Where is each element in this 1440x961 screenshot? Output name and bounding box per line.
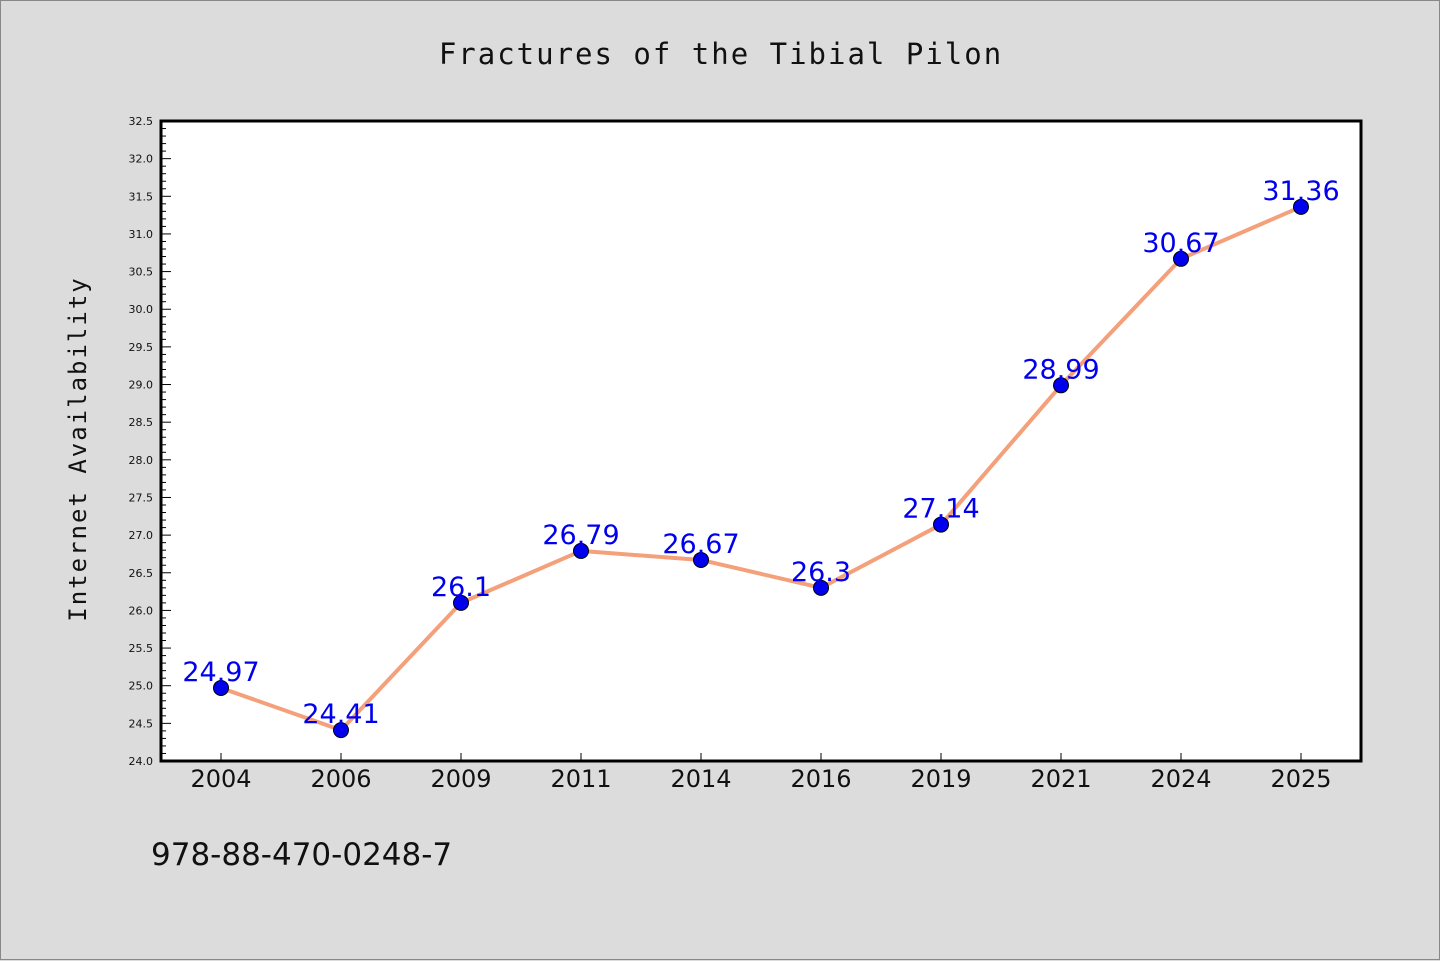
data-label: 26.67: [662, 529, 739, 560]
plot-area: [159, 119, 1363, 763]
x-tick-label: 2021: [1030, 765, 1091, 793]
y-tick-label: 24.0: [129, 755, 154, 768]
data-point: [1053, 377, 1069, 394]
y-tick-label: 30.5: [129, 266, 154, 279]
x-tick-label: 2016: [790, 765, 851, 793]
data-point: [1293, 198, 1309, 215]
y-axis: 24.0 24.5 25.0 25.5 26.0 26.5 27.0 27.5 28.0 28.5…: [129, 115, 171, 768]
y-tick-label: 24.5: [129, 717, 154, 730]
data-label: 26.3: [791, 557, 851, 588]
y-tick-label: 29.5: [129, 341, 154, 354]
x-tick-label: 2004: [190, 765, 251, 793]
data-label: 28.99: [1022, 354, 1099, 385]
data-point: [213, 679, 229, 696]
x-tick-label: 2025: [1270, 765, 1331, 793]
series-line: [219, 204, 1303, 733]
y-tick-label: 30.0: [129, 303, 154, 316]
marker-group: [213, 198, 1309, 739]
x-tick-label: 2014: [670, 765, 731, 793]
data-point: [573, 542, 589, 559]
data-point: [933, 516, 949, 533]
y-tick-label: 28.0: [129, 454, 154, 467]
y-tick-label: 31.5: [129, 190, 154, 203]
data-label: 24.97: [182, 657, 259, 688]
y-tick-label: 25.0: [129, 680, 154, 693]
y-tick-label: 26.0: [129, 604, 154, 617]
x-tick-label: 2009: [430, 765, 491, 793]
data-point: [1173, 250, 1189, 267]
data-label-group: 24.97 24.41 26.1 26.79 26.67 26.3 27.14 28.99 30…: [182, 176, 1339, 730]
data-point: [453, 594, 469, 611]
y-tick-label: 32.5: [129, 115, 154, 128]
footer-isbn: 978-88-470-0248-7: [151, 837, 452, 873]
y-tick-label: 29.0: [129, 379, 154, 392]
y-tick-label: 31.0: [129, 228, 154, 241]
y-tick-label: 26.5: [129, 567, 154, 580]
data-point: [813, 579, 829, 596]
x-axis: 2004 2006 2009 2011 2014 2016 2019 2021 2024 2025: [190, 753, 1332, 793]
series-line-group: [219, 204, 1303, 733]
y-tick-label: 27.5: [129, 491, 154, 504]
data-label: 27.14: [902, 494, 979, 525]
y-axis-label: Internet Availability: [64, 276, 92, 621]
x-tick-label: 2019: [910, 765, 971, 793]
x-tick-label: 2024: [1150, 765, 1211, 793]
x-tick-label: 2011: [550, 765, 611, 793]
y-tick-label: 28.5: [129, 416, 154, 429]
y-tick-label: 32.0: [129, 153, 154, 166]
x-tick-label: 2006: [310, 765, 371, 793]
y-tick-label: 27.0: [129, 529, 154, 542]
data-label: 24.41: [302, 699, 379, 730]
chart-title: Fractures of the Tibial Pilon: [439, 37, 1003, 71]
data-label: 31.36: [1262, 176, 1339, 207]
data-point: [693, 551, 709, 568]
data-label: 26.1: [431, 572, 491, 603]
y-tick-label: 25.5: [129, 642, 154, 655]
data-label: 26.79: [542, 520, 619, 551]
data-label: 30.67: [1142, 228, 1219, 259]
data-point: [333, 722, 349, 739]
